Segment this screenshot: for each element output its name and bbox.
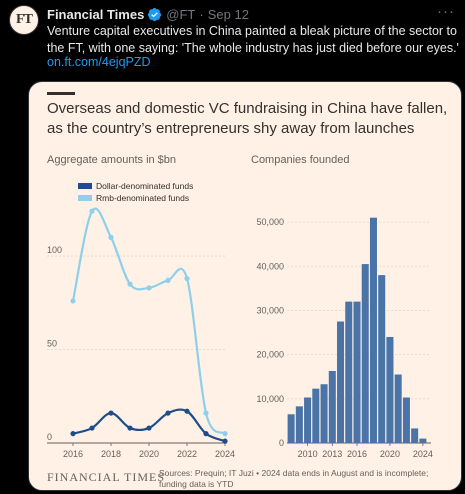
line-point-series-1	[165, 277, 171, 283]
line-series-0	[72, 408, 226, 443]
bar-y-tick-label: 20,000	[256, 350, 284, 360]
legend-swatch-0	[78, 183, 92, 189]
line-point-series-1	[222, 431, 228, 437]
bar-y-tick-label: 30,000	[256, 305, 284, 315]
line-point-series-0	[146, 425, 152, 431]
author-name[interactable]: Financial Times	[47, 6, 145, 22]
line-point-series-1	[89, 208, 95, 214]
tweet-text: Venture capital executives in China pain…	[47, 24, 459, 55]
bar-y-tick-label: 10,000	[256, 394, 284, 404]
line-y-tick-label: 50	[47, 339, 57, 349]
bar	[337, 321, 345, 443]
line-series-1	[71, 207, 226, 435]
bar	[402, 397, 410, 443]
legend-label-0: Dollar-denominated funds	[96, 181, 193, 191]
bar-x-tick-label: 2010	[298, 449, 318, 459]
bar-y-tick-label: 0	[279, 438, 284, 448]
line-x-tick-label: 2020	[139, 449, 159, 459]
line-point-series-0	[89, 425, 95, 431]
avatar[interactable]: FT	[9, 5, 39, 35]
source-note: Sources: Prequin; IT Juzi • 2024 data en…	[159, 468, 429, 489]
bar	[369, 217, 377, 443]
bar	[295, 406, 303, 443]
bar	[345, 301, 353, 443]
tweet-link[interactable]: on.ft.com/4ejqPZD	[47, 55, 151, 69]
legend-swatch-1	[78, 195, 92, 201]
media-card[interactable]: Overseas and domestic VC fundraising in …	[28, 81, 462, 491]
line-point-series-0	[184, 408, 190, 414]
line-point-series-1	[70, 298, 76, 304]
line-y-tick-label: 100	[47, 245, 62, 255]
line-point-series-0	[165, 410, 171, 416]
tweet-header: Financial Times @FT · Sep 12 ···	[47, 3, 455, 23]
avatar-text: FT	[16, 12, 33, 27]
bar-x-tick-label: 2016	[347, 449, 367, 459]
author-handle[interactable]: @FT	[166, 6, 196, 22]
bar	[378, 275, 386, 443]
verified-badge-icon	[148, 7, 162, 21]
line-chart-subtitle: Aggregate amounts in $bn	[47, 154, 177, 166]
ft-logo: FINANCIAL TIMES	[47, 470, 166, 484]
line-x-tick-label: 2016	[63, 449, 83, 459]
bar	[287, 414, 295, 443]
line-point-series-1	[146, 285, 152, 291]
line-x-tick-label: 2022	[177, 449, 197, 459]
bar	[312, 388, 320, 443]
line-point-series-1	[108, 234, 114, 240]
bar	[304, 397, 312, 443]
bar	[320, 384, 328, 443]
line-y-tick-label: 0	[47, 432, 52, 442]
bar-chart-subtitle: Companies founded	[251, 154, 350, 166]
line-point-series-1	[203, 410, 209, 416]
bar	[394, 374, 402, 443]
bar-x-tick-label: 2013	[322, 449, 342, 459]
bar	[328, 370, 336, 443]
line-x-tick-label: 2018	[101, 449, 121, 459]
charts-canvas: 0 50 100 2016 2018 2020 2022 2024 Dollar-denomin…	[47, 181, 433, 459]
line-point-series-0	[70, 431, 76, 437]
separator-dot: ·	[199, 6, 204, 22]
chart-title: Overseas and domestic VC fundraising in …	[47, 100, 448, 137]
line-point-series-0	[203, 431, 209, 437]
line-point-series-0	[222, 438, 228, 444]
bar	[411, 428, 419, 443]
bar	[419, 438, 427, 443]
bar	[386, 336, 394, 443]
line-point-series-0	[108, 410, 114, 416]
line-x-tick-label: 2024	[215, 449, 235, 459]
bar	[361, 264, 369, 443]
legend-label-1: Rmb-denominated funds	[96, 193, 189, 203]
title-rule	[47, 92, 75, 95]
more-options-icon[interactable]: ···	[437, 3, 455, 20]
bar	[353, 301, 361, 443]
bar-y-tick-label: 50,000	[256, 217, 284, 227]
bar-y-tick-label: 40,000	[256, 261, 284, 271]
tweet-date[interactable]: Sep 12	[207, 6, 249, 22]
line-point-series-1	[127, 281, 133, 287]
bar-x-tick-label: 2020	[380, 449, 400, 459]
line-point-series-0	[127, 425, 133, 431]
bar-x-tick-label: 2024	[413, 449, 433, 459]
line-point-series-1	[184, 275, 190, 282]
